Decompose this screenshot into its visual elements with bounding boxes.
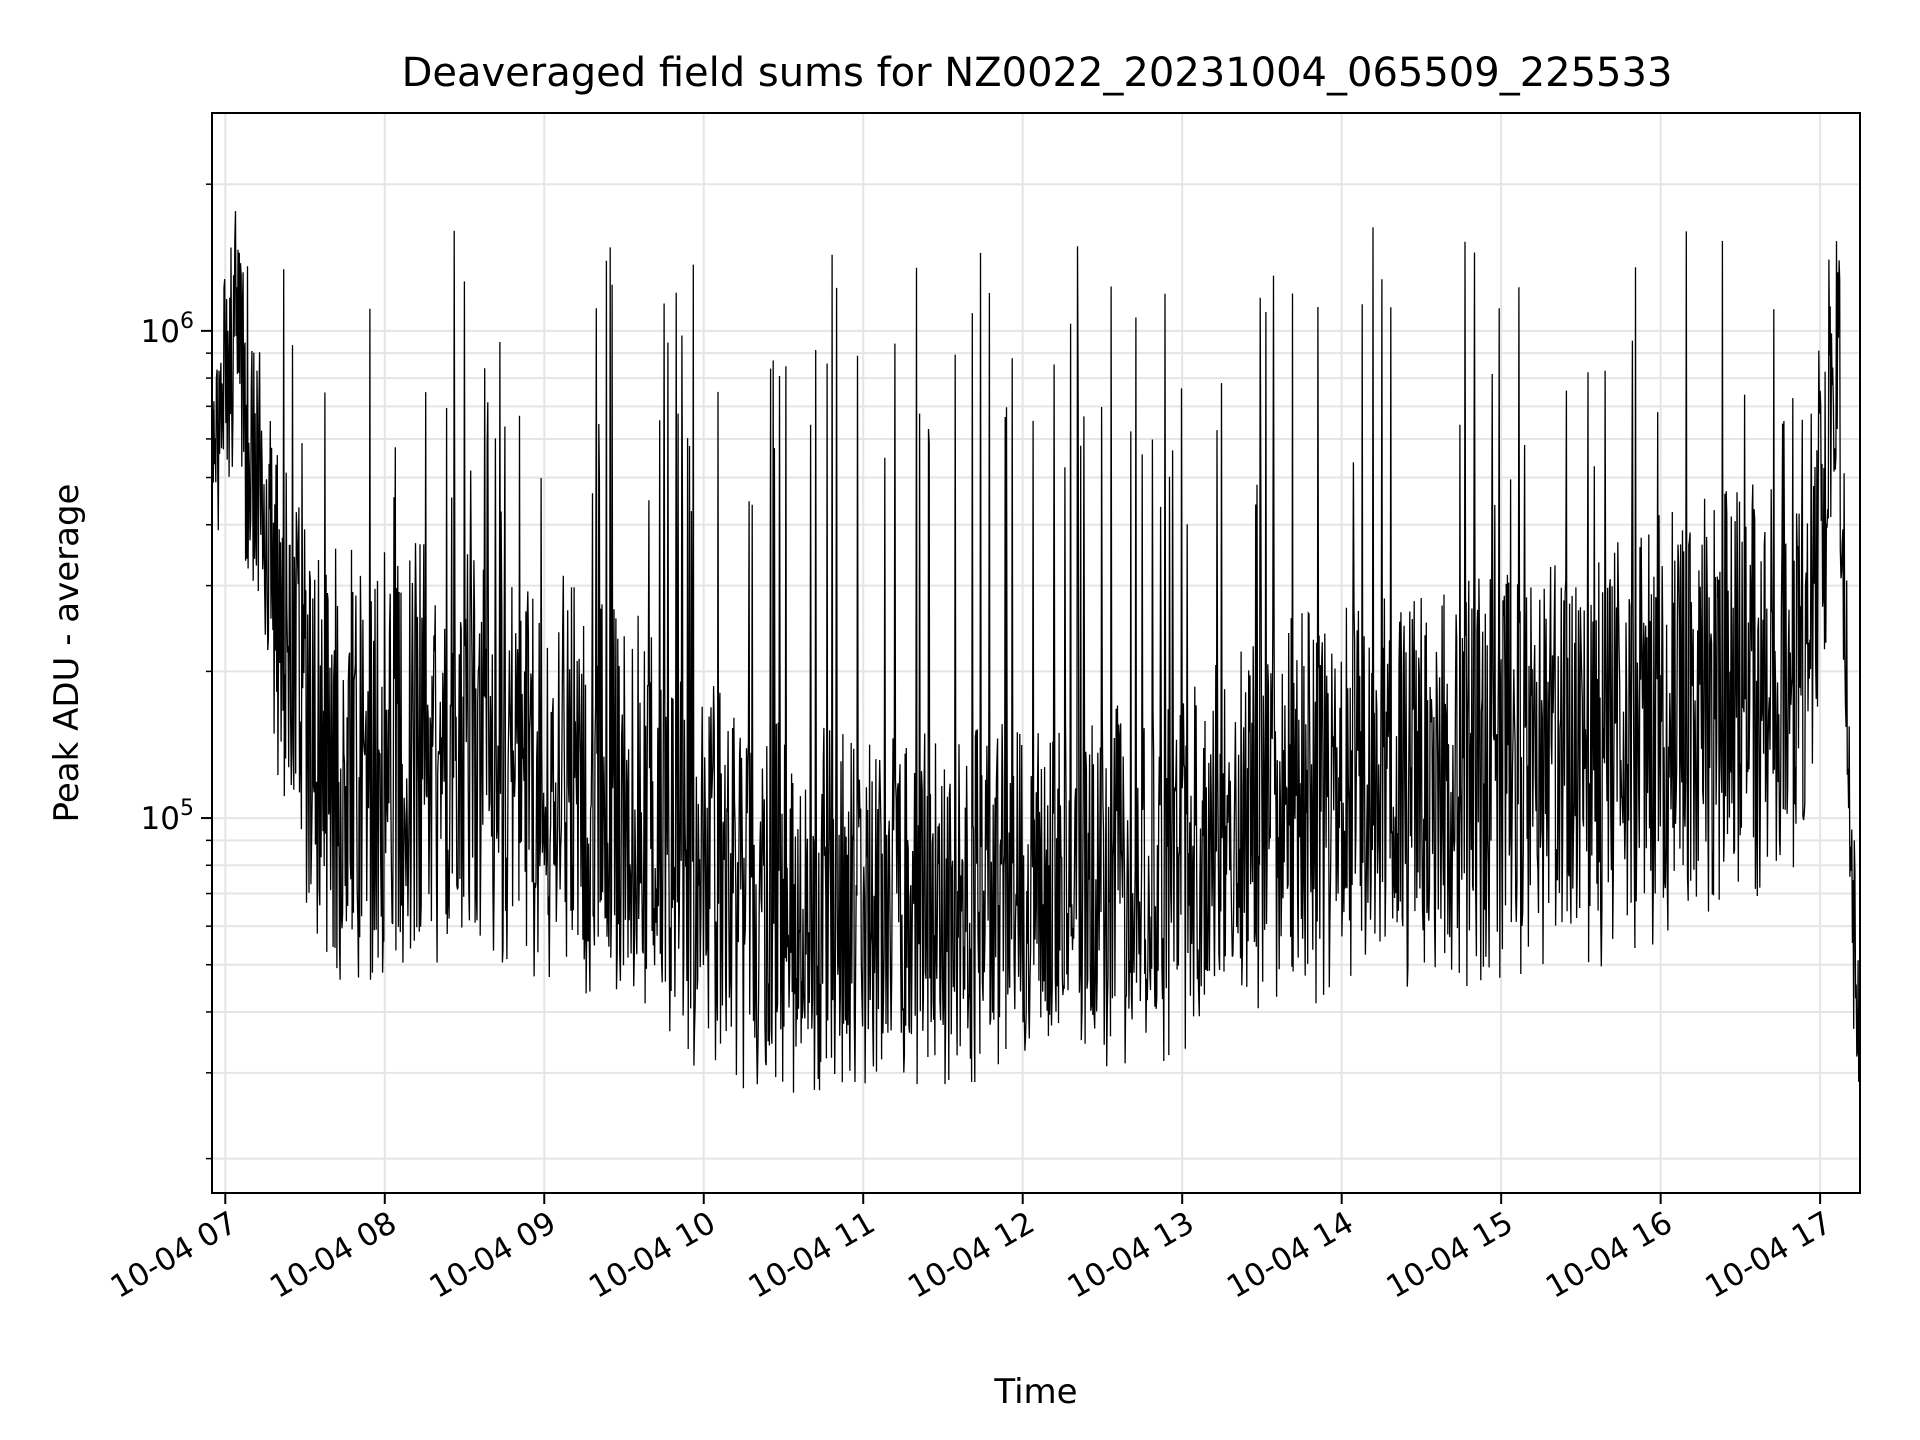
grid: [212, 113, 1860, 1193]
y-tick-label-base: 10: [141, 314, 180, 350]
y-tick-label-exponent: 6: [180, 309, 194, 334]
series-line: [211, 211, 1861, 1150]
y-tick-label: 106: [141, 309, 194, 350]
series: [211, 211, 1861, 1150]
chart-title: Deaveraged field sums for NZ0022_2023100…: [402, 50, 1673, 96]
x-axis-label: Time: [993, 1372, 1077, 1412]
y-tick-label-exponent: 5: [180, 796, 194, 821]
plot-frame: [211, 112, 1861, 1194]
y-axis-label: Peak ADU - average: [47, 484, 87, 823]
y-tick-label: 105: [141, 796, 194, 837]
y-tick-label-base: 10: [141, 801, 180, 837]
